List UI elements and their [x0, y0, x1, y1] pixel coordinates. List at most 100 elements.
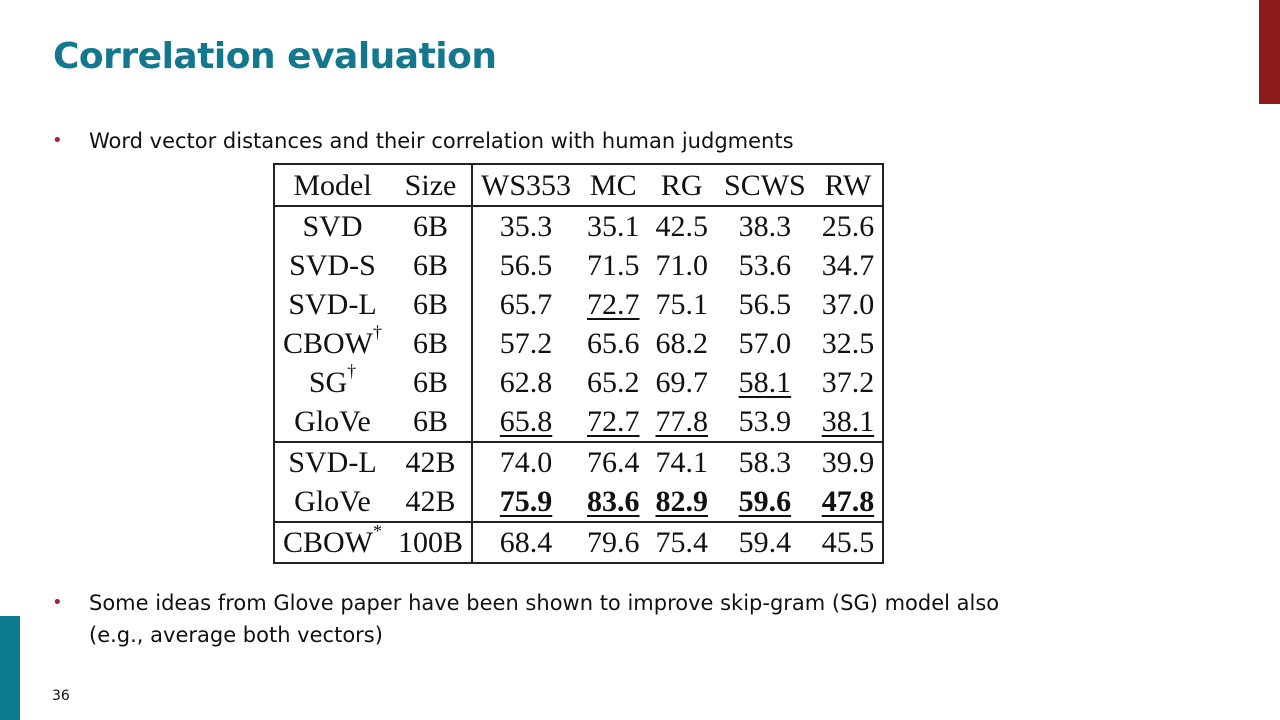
score-value: 45.5: [821, 526, 875, 559]
score-value: 75.1: [655, 288, 709, 321]
cell-score: 82.9: [648, 482, 717, 522]
cell-model: GloVe: [274, 482, 390, 522]
cell-score: 68.2: [648, 324, 717, 363]
bullet-text-line-1: Some ideas from Glove paper have been sh…: [89, 591, 1000, 615]
model-name: SVD-L: [288, 446, 377, 479]
model-footnote-mark: †: [373, 322, 382, 342]
cell-size: 6B: [390, 285, 474, 324]
table-row: SVD-L 6B 65.7 72.7 75.1 56.5 37.0: [274, 285, 883, 324]
cell-model: GloVe: [274, 402, 390, 442]
model-name: SVD-S: [289, 249, 376, 282]
cell-size: 42B: [390, 482, 474, 522]
score-value: 65.6: [587, 327, 640, 360]
header-cell-ws353: WS353: [481, 168, 572, 202]
cell-score: 38.1: [814, 402, 884, 442]
score-value: 72.7: [587, 288, 640, 321]
table-header-row: Model Size WS353 MC RG SCWS RW: [274, 164, 884, 206]
cell-score: 37.0: [814, 285, 884, 324]
score-value: 38.3: [738, 210, 792, 243]
cell-model: SVD: [274, 206, 390, 246]
score-value: 58.3: [738, 446, 792, 479]
score-value: 37.0: [821, 288, 875, 321]
cell-score: 65.2: [579, 363, 648, 402]
cell-score: 58.3: [716, 442, 814, 482]
cell-score: 38.3: [716, 206, 814, 246]
cell-model: CBOW†: [274, 322, 390, 363]
score-value: 53.9: [738, 405, 792, 438]
table-row: CBOW* 100B 68.4 79.6 75.4 59.4 45.5: [274, 522, 883, 563]
cell-size: 6B: [390, 324, 474, 363]
table-row: SVD-S 6B 56.5 71.5 71.0 53.6 34.7: [274, 246, 883, 285]
score-value: 62.8: [499, 366, 553, 399]
bullet-dot-icon: •: [52, 130, 63, 151]
table-row: GloVe 6B 65.8 72.7 77.8 53.9 38.1: [274, 402, 884, 442]
score-value: 74.1: [655, 446, 709, 479]
model-name: GloVe: [294, 405, 371, 438]
cell-score: 35.1: [579, 206, 648, 246]
score-value: 47.8: [821, 485, 875, 518]
score-value: 69.7: [655, 366, 709, 399]
cell-score: 71.5: [579, 246, 648, 285]
score-value: 42.5: [655, 210, 709, 243]
cell-score: 65.7: [472, 285, 579, 324]
bullet-text: Word vector distances and their correlat…: [89, 129, 794, 153]
score-value: 25.6: [821, 210, 875, 243]
score-value: 79.6: [587, 526, 640, 559]
score-value: 57.0: [738, 327, 792, 360]
score-value: 59.6: [738, 485, 792, 518]
score-value: 39.9: [821, 446, 875, 479]
cell-model: CBOW*: [274, 522, 390, 563]
cell-score: 75.1: [648, 285, 717, 324]
cell-score: 68.4: [472, 522, 579, 563]
score-value: 72.7: [587, 405, 640, 438]
cell-score: 56.5: [472, 246, 579, 285]
score-value: 57.2: [499, 327, 553, 360]
score-value: 83.6: [587, 485, 640, 518]
header-cell-rw: RW: [824, 168, 872, 202]
cell-size: 6B: [390, 206, 474, 246]
table-row: SVD 6B 35.3 35.1 42.5 38.3 25.6: [274, 206, 883, 246]
cell-score: 57.2: [472, 324, 579, 363]
table-row: SVD-L 42B 74.0 76.4 74.1 58.3 39.9: [274, 442, 883, 482]
model-name: SVD-L: [288, 288, 377, 321]
header-cell-model: Model: [293, 168, 372, 202]
cell-score: 83.6: [579, 482, 648, 522]
table-row: GloVe 42B 75.9 83.6 82.9 59.6 47.8: [274, 482, 884, 522]
score-value: 75.4: [655, 526, 709, 559]
cell-score: 59.6: [716, 482, 814, 522]
cell-score: 77.8: [648, 402, 717, 442]
model-name: GloVe: [294, 485, 371, 518]
cell-score: 62.8: [472, 363, 579, 402]
score-value: 35.3: [499, 210, 553, 243]
score-value: 59.4: [738, 526, 792, 559]
cell-model: SVD-S: [274, 246, 390, 285]
model-name: CBOW: [283, 526, 373, 559]
cell-size: 100B: [390, 522, 474, 563]
score-value: 65.8: [499, 405, 553, 438]
score-value: 37.2: [821, 366, 875, 399]
cell-score: 72.7: [579, 285, 648, 324]
model-name: SG: [308, 366, 348, 399]
bullet-text-line-2: (e.g., average both vectors): [89, 623, 383, 647]
cell-score: 53.9: [716, 402, 814, 442]
score-value: 71.0: [655, 249, 709, 282]
bullet-dot-icon: •: [52, 592, 63, 613]
score-value: 65.2: [587, 366, 640, 399]
cell-score: 74.1: [648, 442, 717, 482]
score-value: 74.0: [499, 446, 553, 479]
cell-score: 35.3: [472, 206, 579, 246]
cell-score: 65.6: [579, 324, 648, 363]
cell-score: 56.5: [716, 285, 814, 324]
bottom-left-accent-bar: [0, 616, 20, 720]
results-table: Model Size WS353 MC RG SCWS RW SVD 6B 35.3…: [273, 163, 885, 564]
bullet-text: Some ideas from Glove paper have been sh…: [89, 587, 999, 651]
cell-size: 6B: [390, 246, 474, 285]
cell-size: 6B: [390, 402, 474, 442]
cell-score: 25.6: [814, 206, 884, 246]
score-value: 35.1: [587, 210, 640, 243]
cell-score: 75.4: [648, 522, 717, 563]
cell-score: 79.6: [579, 522, 648, 563]
cell-score: 72.7: [579, 402, 648, 442]
score-value: 68.2: [655, 327, 709, 360]
score-value: 53.6: [738, 249, 792, 282]
